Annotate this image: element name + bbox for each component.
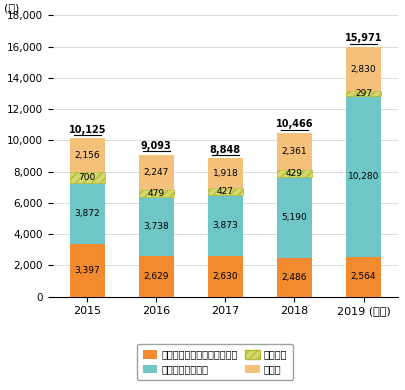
Bar [208,255,243,297]
Text: 700: 700 [79,173,96,182]
Text: 2,629: 2,629 [144,271,169,280]
Text: 2,156: 2,156 [75,151,100,160]
Text: 5,190: 5,190 [281,213,307,222]
Text: 9,093: 9,093 [141,141,172,151]
Text: 3,873: 3,873 [213,221,238,230]
Bar [346,96,381,257]
Text: 3,738: 3,738 [143,222,169,231]
Bar [277,170,312,177]
Text: 479: 479 [148,189,165,198]
Bar [139,197,174,255]
Legend: インターネット通信サービス, 移動通信サービス, 固定電話, その他: インターネット通信サービス, 移動通信サービス, 固定電話, その他 [137,344,293,380]
Bar [277,177,312,258]
Bar [346,257,381,297]
Bar [346,47,381,91]
Text: 10,466: 10,466 [276,119,313,129]
Bar [346,91,381,96]
Bar [208,158,243,188]
Text: 1,918: 1,918 [213,169,238,178]
Bar [139,154,174,190]
Y-axis label: (件): (件) [4,3,19,12]
Bar [139,190,174,197]
Text: 297: 297 [355,89,372,98]
Text: 2,486: 2,486 [282,273,307,282]
Text: 15,971: 15,971 [345,33,382,43]
Text: 2,247: 2,247 [144,168,169,177]
Bar [70,172,104,183]
Text: 2,830: 2,830 [351,65,376,74]
Text: 2,630: 2,630 [213,271,238,280]
Bar [208,188,243,195]
Text: 10,125: 10,125 [68,124,106,135]
Bar [277,258,312,297]
Text: 429: 429 [286,169,303,178]
Text: 2,564: 2,564 [351,272,376,281]
Text: 427: 427 [217,187,234,196]
Bar [70,244,104,297]
Bar [139,255,174,297]
Bar [208,195,243,255]
Text: 2,361: 2,361 [281,147,307,156]
Bar [70,138,104,172]
Text: 3,397: 3,397 [75,266,100,275]
Text: 8,848: 8,848 [210,145,241,154]
Text: 3,872: 3,872 [75,209,100,218]
Text: 10,280: 10,280 [348,172,379,181]
Bar [277,133,312,170]
Bar [70,183,104,244]
